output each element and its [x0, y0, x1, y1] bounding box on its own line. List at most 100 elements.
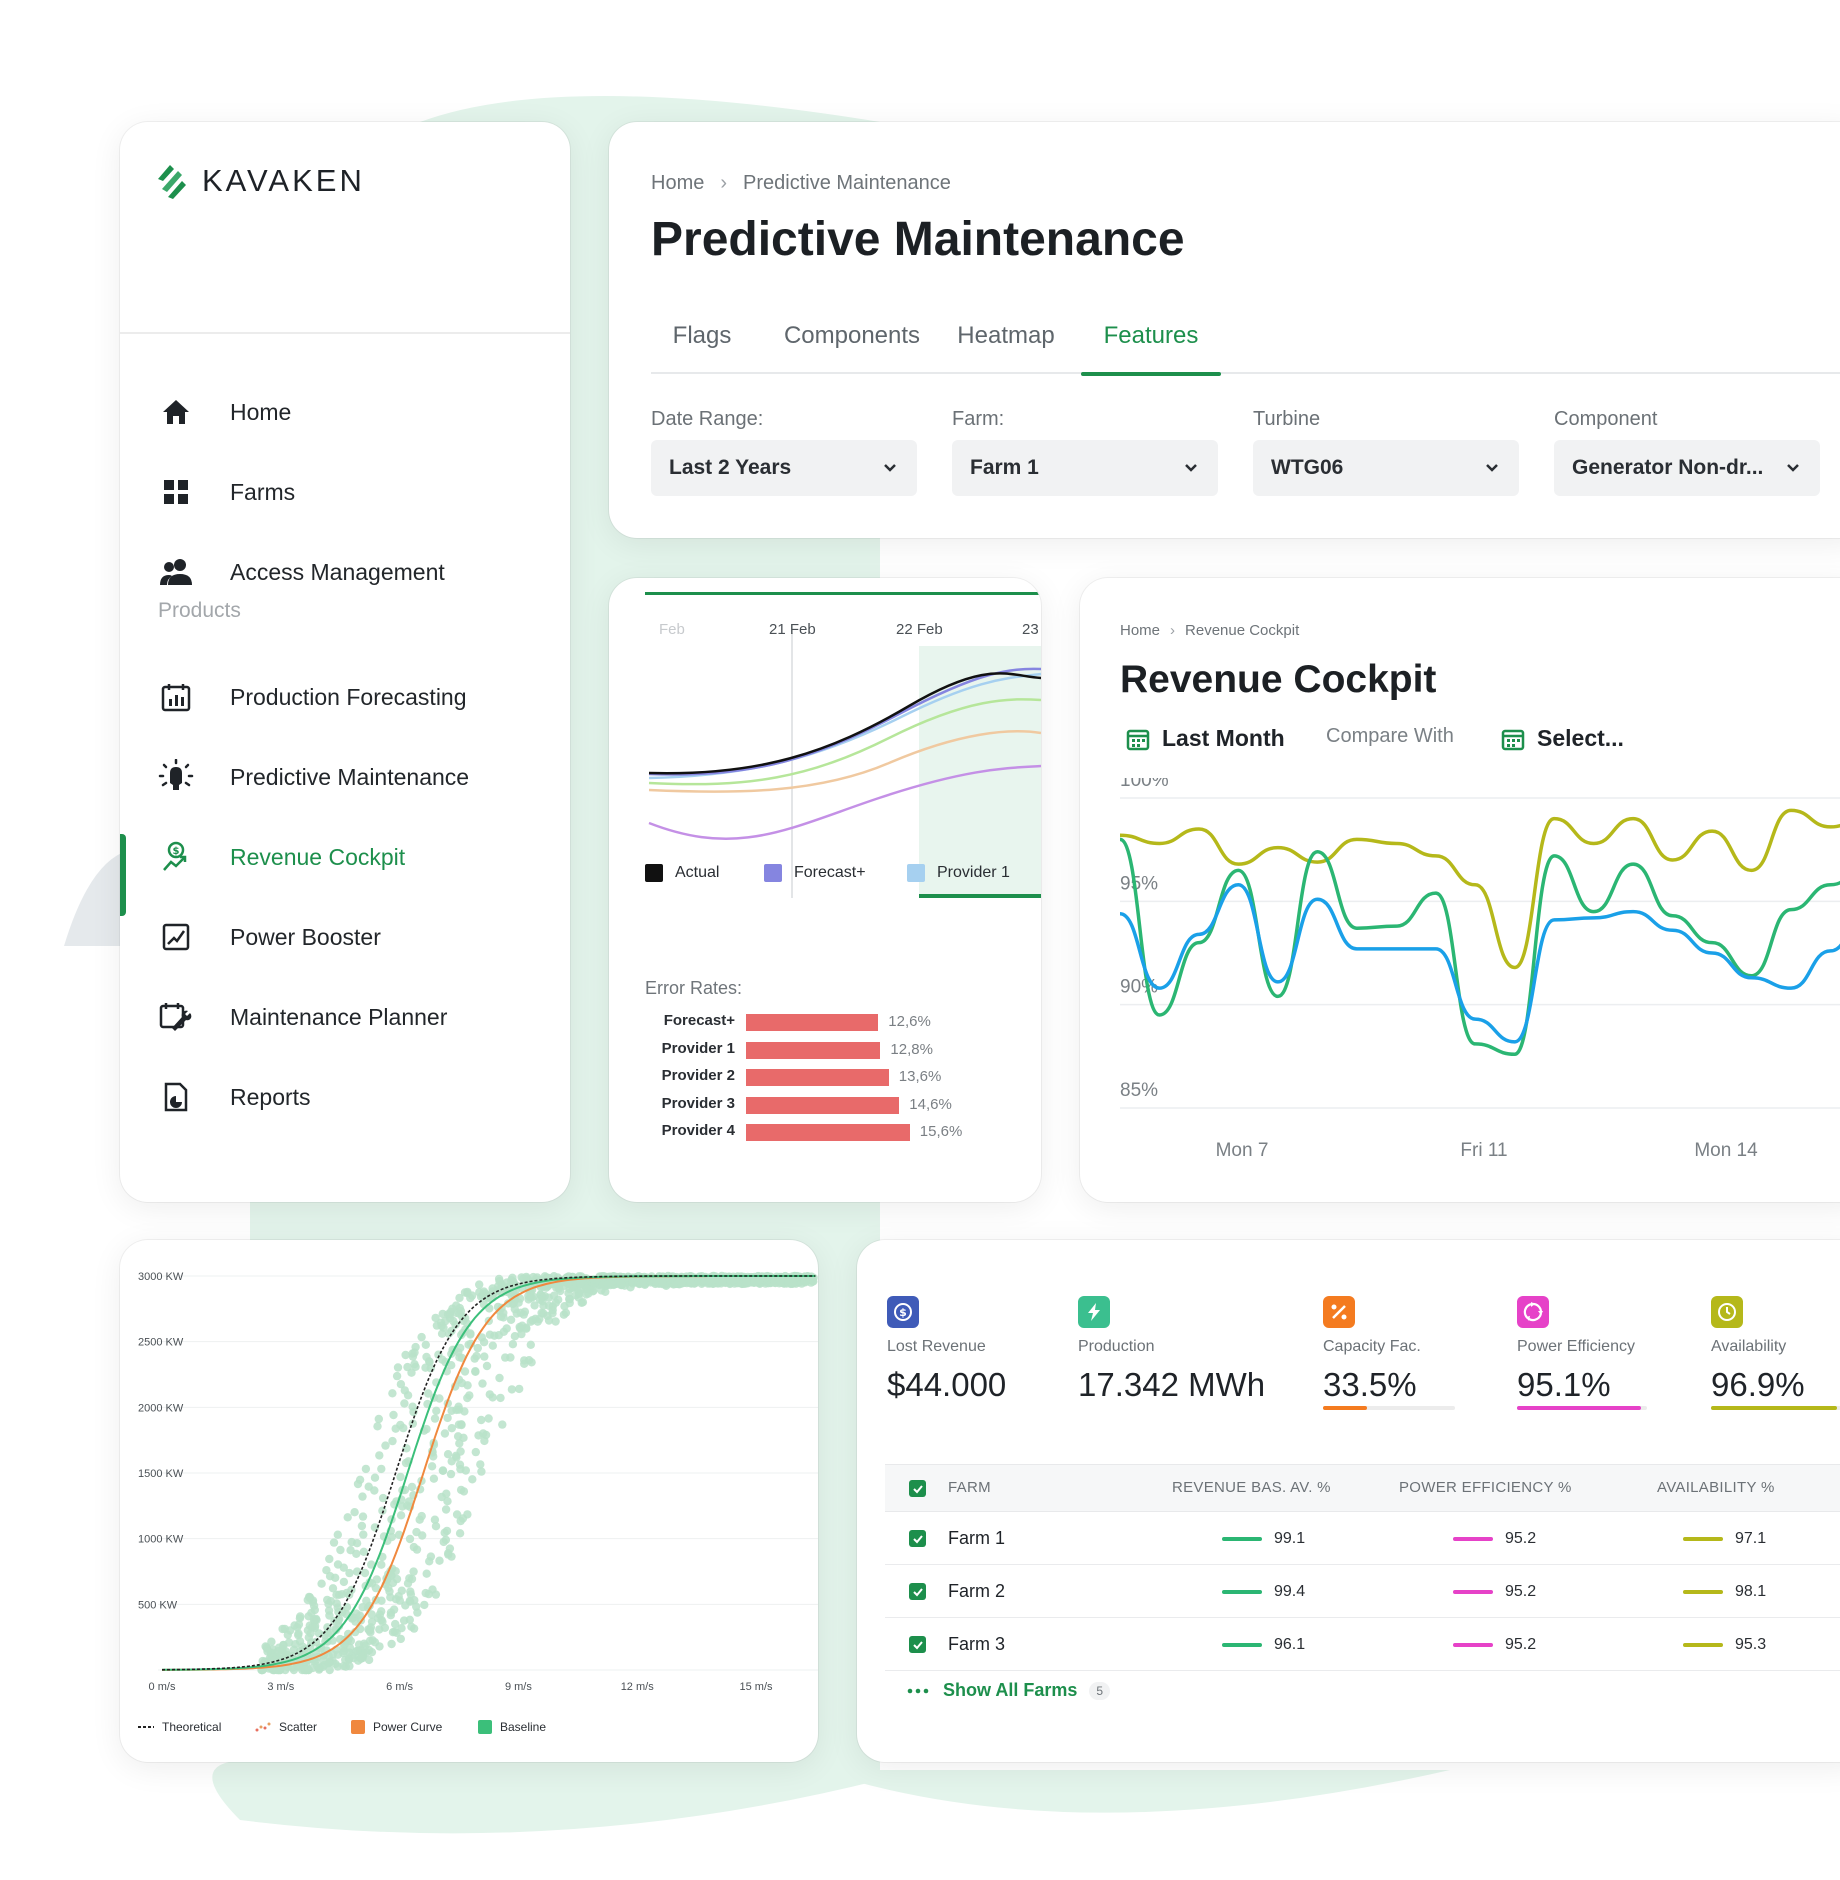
component-label: Component [1554, 408, 1658, 430]
revenue-cockpit-panel: Home › Revenue Cockpit Revenue Cockpit L… [1080, 578, 1840, 1202]
sidebar: KAVAKEN Home Farms Access Management Pro… [120, 122, 570, 1202]
table-row[interactable]: Farm 1 99.1 95.2 97.1 [885, 1512, 1840, 1565]
scatter-point [420, 1600, 429, 1610]
sidebar-item-production-forecasting[interactable]: Production Forecasting [120, 657, 570, 737]
scatter-point [388, 1389, 397, 1398]
table-row[interactable]: Farm 3 96.1 95.2 95.3 [885, 1618, 1840, 1671]
scatter-point [350, 1508, 359, 1517]
scatter-point [477, 1333, 486, 1342]
sidebar-item-maintenance-planner[interactable]: Maintenance Planner [120, 977, 570, 1057]
scatter-point [359, 1639, 369, 1648]
scatter-point [422, 1569, 431, 1578]
scatter-point [326, 1597, 336, 1606]
show-all-farms-link[interactable]: Show All Farms 5 [907, 1680, 1111, 1701]
show-all-label: Show All Farms [943, 1680, 1078, 1700]
turbine-select[interactable]: WTG06 [1253, 440, 1519, 496]
bolt-icon [1078, 1296, 1110, 1328]
scatter-point [403, 1579, 413, 1588]
row-checkbox[interactable] [909, 1530, 926, 1547]
scatter-point [377, 1596, 386, 1605]
error-rate-label: Provider 1 [661, 1039, 735, 1057]
scatter-point [389, 1410, 398, 1420]
scatter-point [364, 1482, 373, 1491]
component-select[interactable]: Generator Non-dr... [1554, 440, 1820, 496]
bulb-icon [158, 759, 194, 795]
tab-heatmap[interactable]: Heatmap [957, 322, 1055, 349]
scatter-point [365, 1626, 374, 1635]
sidebar-item-home[interactable]: Home [120, 372, 570, 452]
scatter-point [539, 1309, 548, 1318]
column-header-farm[interactable]: FARM [948, 1479, 991, 1496]
farm-select[interactable]: Farm 1 [952, 440, 1218, 496]
table-row[interactable]: Farm 2 99.4 95.2 98.1 [885, 1565, 1840, 1618]
breadcrumb: Home › Predictive Maintenance [651, 172, 951, 195]
scatter-point [358, 1603, 367, 1612]
chevron-down-icon [1486, 464, 1498, 472]
scatter-point [452, 1405, 461, 1415]
farm-name: Farm 1 [948, 1528, 1006, 1548]
y-tick-label: 500 KW [138, 1599, 178, 1611]
kpi-availability: Availability 96.9% [1711, 1296, 1805, 1404]
tab-components[interactable]: Components [783, 322, 921, 349]
sidebar-item-access-management[interactable]: Access Management [120, 532, 570, 612]
sidebar-item-reports[interactable]: Reports [120, 1057, 570, 1137]
scatter-point [658, 1279, 667, 1289]
column-header-revenue[interactable]: REVENUE BAS. AV. % [1172, 1479, 1331, 1496]
scatter-point [396, 1634, 405, 1644]
brand-logo[interactable]: KAVAKEN [154, 146, 365, 216]
predictive-maintenance-panel: Home › Predictive Maintenance Predictive… [609, 122, 1840, 538]
scatter-point [522, 1324, 531, 1333]
revenue-swatch [1222, 1590, 1262, 1594]
sidebar-item-revenue-cockpit[interactable]: $ Revenue Cockpit [120, 817, 570, 897]
scatter-point [351, 1617, 360, 1626]
series-line [1119, 837, 1840, 1057]
breadcrumb-home[interactable]: Home [651, 172, 705, 194]
scatter-point [477, 1415, 486, 1425]
scatter-point [687, 1279, 696, 1288]
kpi-panel: $ Lost Revenue $44.000 Production 17.342… [857, 1240, 1840, 1762]
error-rate-row: Provider 1 12,8% [609, 1038, 1041, 1062]
revenue-icon: $ [158, 839, 194, 875]
scatter-point [429, 1474, 439, 1483]
scatter-point [387, 1639, 396, 1649]
scatter-point [443, 1497, 452, 1506]
scatter-point [443, 1450, 453, 1459]
scatter-point [304, 1592, 314, 1602]
kpi-value: 95.1% [1517, 1366, 1611, 1403]
scatter-point [402, 1444, 411, 1453]
kavaken-logo-icon [158, 165, 186, 199]
scatter-point [527, 1358, 536, 1367]
scatter-point [339, 1563, 348, 1572]
select-all-checkbox[interactable] [909, 1480, 926, 1497]
scatter-point [293, 1623, 302, 1632]
sidebar-item-power-booster[interactable]: Power Booster [120, 897, 570, 977]
column-header-efficiency[interactable]: POWER EFFICIENCY % [1399, 1479, 1572, 1496]
scatter-point [540, 1272, 550, 1281]
y-tick-label: 1500 KW [138, 1468, 184, 1480]
scatter-point [374, 1414, 383, 1424]
sidebar-item-predictive-maintenance[interactable]: Predictive Maintenance [120, 737, 570, 817]
scatter-point [400, 1386, 409, 1395]
sidebar-item-farms[interactable]: Farms [120, 452, 570, 532]
scatter-point [403, 1362, 412, 1372]
error-rate-value: 15,6% [919, 1123, 963, 1140]
breadcrumb-home[interactable]: Home [1120, 622, 1161, 639]
scatter-point [577, 1298, 586, 1307]
efficiency-value: 95.2 [1505, 1530, 1537, 1547]
scatter-point [267, 1637, 276, 1646]
scatter-point [373, 1422, 382, 1431]
date-range-select[interactable]: Last 2 Years [651, 440, 917, 496]
legend-label: Baseline [500, 1720, 547, 1734]
period-selector[interactable]: Last Month [1126, 725, 1285, 752]
tab-features[interactable]: Features [1081, 312, 1221, 376]
tab-flags[interactable]: Flags [672, 322, 732, 349]
x-tick-label: 15 m/s [739, 1681, 773, 1693]
scatter-point [367, 1610, 376, 1619]
scatter-point [510, 1304, 519, 1314]
scatter-point [324, 1606, 334, 1615]
legend-label: Actual [675, 864, 720, 881]
compare-selector[interactable]: Select... [1501, 725, 1624, 752]
row-checkbox[interactable] [909, 1583, 926, 1600]
column-header-availability[interactable]: AVAILABILITY % [1657, 1479, 1775, 1496]
row-checkbox[interactable] [909, 1636, 926, 1653]
